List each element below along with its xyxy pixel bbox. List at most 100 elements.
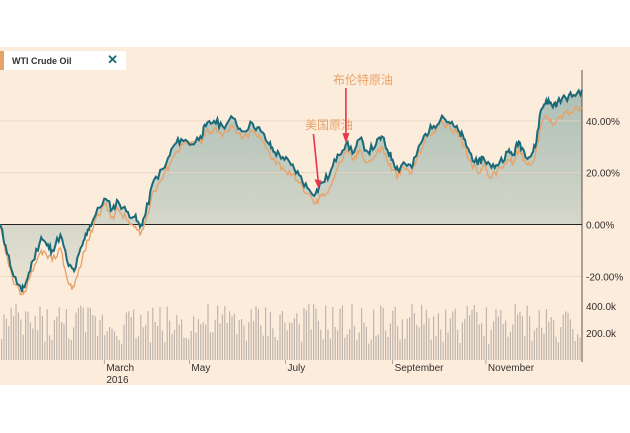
volume-bar bbox=[329, 338, 331, 360]
volume-bar bbox=[116, 335, 118, 360]
volume-bar bbox=[135, 338, 137, 360]
volume-bar bbox=[92, 315, 94, 360]
volume-bar bbox=[195, 332, 197, 360]
volume-bar bbox=[41, 316, 43, 360]
volume-bar bbox=[341, 305, 343, 360]
volume-bar bbox=[557, 342, 559, 360]
volume-bar bbox=[325, 305, 327, 360]
volume-bar bbox=[183, 337, 185, 360]
volume-bar bbox=[569, 319, 571, 360]
volume-bar bbox=[260, 325, 262, 360]
volume-bar bbox=[25, 311, 27, 360]
volume-bar bbox=[281, 311, 283, 360]
volume-bar bbox=[442, 341, 444, 360]
close-icon[interactable]: ✕ bbox=[107, 52, 118, 67]
volume-bar bbox=[368, 343, 370, 360]
volume-bar bbox=[497, 316, 499, 360]
legend-tag[interactable]: WTI Crude Oil ✕ bbox=[0, 51, 126, 70]
volume-bar bbox=[464, 319, 466, 360]
volume-bar bbox=[267, 336, 269, 360]
volume-bar bbox=[536, 327, 538, 360]
volume-bar bbox=[140, 314, 142, 360]
volume-bar bbox=[353, 326, 355, 360]
x-tick-label: March bbox=[106, 363, 134, 374]
volume-bar bbox=[193, 316, 195, 360]
volume-bar bbox=[423, 324, 425, 360]
volume-bar bbox=[104, 335, 106, 360]
volume-bar bbox=[548, 322, 550, 360]
volume-bar bbox=[265, 307, 267, 360]
volume-bar bbox=[404, 338, 406, 360]
legend-tag-label: WTI Crude Oil bbox=[12, 55, 72, 66]
volume-bar bbox=[505, 320, 507, 360]
volume-bar bbox=[133, 309, 135, 360]
volume-bar bbox=[89, 307, 91, 360]
volume-bar bbox=[385, 330, 387, 360]
volume-bar bbox=[428, 318, 430, 360]
volume-bar bbox=[147, 311, 149, 360]
volume-bar bbox=[248, 322, 250, 360]
volume-bar bbox=[574, 341, 576, 360]
volume-bar bbox=[488, 343, 490, 360]
volume-bar bbox=[553, 320, 555, 360]
volume-bar bbox=[437, 313, 439, 360]
volume-bar bbox=[401, 319, 403, 360]
volume-bar bbox=[207, 303, 209, 360]
volume-bar bbox=[310, 329, 312, 360]
volume-bar bbox=[197, 318, 199, 360]
volume-bar bbox=[75, 312, 77, 360]
volume-bar bbox=[507, 336, 509, 360]
volume-bar bbox=[27, 311, 29, 360]
volume-bar bbox=[118, 340, 120, 360]
volume-bar bbox=[389, 323, 391, 360]
volume-bar bbox=[373, 309, 375, 360]
volume-bar bbox=[15, 303, 17, 360]
volume-bar bbox=[406, 318, 408, 360]
volume-bar bbox=[178, 324, 180, 360]
volume-bar bbox=[344, 337, 346, 360]
volume-bar bbox=[94, 316, 96, 360]
volume-bar bbox=[20, 319, 22, 360]
volume-tick-label: 400.0k bbox=[586, 302, 617, 313]
volume-bar bbox=[399, 339, 401, 360]
volume-bar bbox=[425, 309, 427, 360]
volume-bar bbox=[46, 309, 48, 360]
volume-bar bbox=[154, 322, 156, 360]
volume-bar bbox=[157, 326, 159, 360]
volume-bar bbox=[53, 320, 55, 360]
volume-bar bbox=[363, 322, 365, 360]
volume-bar bbox=[521, 316, 523, 360]
brent-line bbox=[0, 105, 583, 296]
volume-bar bbox=[130, 316, 132, 360]
volume-bar bbox=[236, 334, 238, 360]
annotation-brent-crude: 布伦特原油 bbox=[333, 72, 393, 87]
volume-bar bbox=[255, 306, 257, 360]
volume-bar bbox=[173, 329, 175, 360]
volume-bar bbox=[380, 305, 382, 360]
volume-bar bbox=[51, 339, 53, 360]
wti-line bbox=[0, 88, 583, 293]
annotation-arrow-head bbox=[342, 133, 350, 144]
volume-bar bbox=[286, 330, 288, 360]
volume-bar bbox=[435, 336, 437, 360]
volume-bar bbox=[97, 336, 99, 360]
volume-bar bbox=[483, 336, 485, 360]
volume-bar bbox=[169, 320, 171, 360]
volume-bar bbox=[5, 318, 7, 360]
volume-bar bbox=[533, 330, 535, 360]
volume-bar bbox=[452, 311, 454, 360]
volume-bar bbox=[433, 316, 435, 360]
volume-bar bbox=[77, 307, 79, 360]
volume-bar bbox=[241, 319, 243, 360]
volume-bar bbox=[279, 314, 281, 360]
volume-bar bbox=[70, 339, 72, 360]
volume-bar bbox=[221, 314, 223, 360]
volume-bar bbox=[56, 316, 58, 360]
y-tick-label: -20.00% bbox=[586, 272, 623, 283]
volume-bar bbox=[320, 329, 322, 360]
volume-bar bbox=[476, 312, 478, 360]
volume-bar bbox=[289, 322, 291, 360]
y-tick-label: 40.00% bbox=[586, 117, 620, 128]
wti-area bbox=[0, 89, 582, 292]
volume-bar bbox=[214, 319, 216, 360]
